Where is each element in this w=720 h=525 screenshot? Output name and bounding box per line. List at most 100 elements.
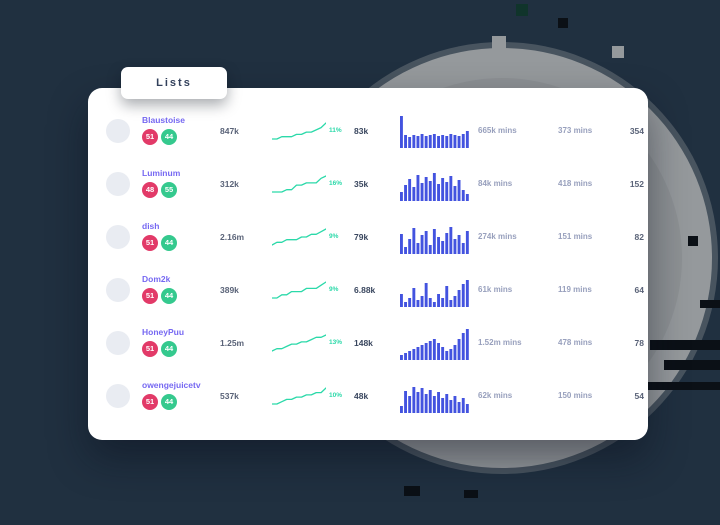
trend-percent: 9% (329, 233, 339, 240)
lists-card: Blaustoise 51 44 847k 11% 83k 665k mins … (88, 88, 648, 440)
activity-bar-chart (400, 379, 476, 413)
sessions-count: 82 (634, 231, 644, 242)
username-link[interactable]: owengejuicetv (142, 380, 201, 391)
decorative-pixel (464, 490, 478, 498)
peak-viewers: 79k (354, 231, 369, 242)
peak-viewers: 83k (354, 125, 369, 136)
watch-time-mins: 665k mins (478, 126, 517, 135)
trend-percent: 16% (329, 180, 343, 187)
score-badges: 51 44 (142, 128, 218, 145)
streamer-identity: dish 51 44 (134, 221, 218, 251)
trend-sparkline (272, 333, 326, 353)
stream-time-mins: 151 mins (558, 232, 593, 241)
table-row[interactable]: HoneyPuu 51 44 1.25m 13% 148k 1.52m mins… (106, 316, 644, 369)
watch-time-mins: 1.52m mins (478, 338, 522, 347)
avatar (106, 277, 130, 302)
trend-cell: 16% (272, 174, 352, 194)
streamer-identity: Blaustoise 51 44 (134, 115, 218, 145)
stream-time-mins: 418 mins (558, 179, 593, 188)
decorative-pixel (700, 300, 720, 308)
trend-cell: 9% (272, 280, 352, 300)
red-score-badge: 51 (142, 287, 158, 304)
red-score-badge: 51 (142, 393, 158, 410)
avatar (106, 118, 130, 143)
trend-percent: 13% (329, 339, 343, 346)
decorative-pixel (688, 236, 698, 246)
trend-sparkline (272, 174, 326, 194)
peak-viewers: 6.88k (354, 284, 376, 295)
tab-lists[interactable]: Lists (121, 67, 227, 99)
sessions-count: 354 (629, 125, 644, 136)
activity-bar-chart (400, 114, 476, 148)
activity-bar-chart (400, 167, 476, 201)
peak-viewers: 35k (354, 178, 369, 189)
sessions-count: 78 (634, 337, 644, 348)
trend-sparkline (272, 121, 326, 141)
followers-count: 312k (220, 178, 239, 189)
followers-count: 2.16m (220, 231, 245, 242)
peak-viewers: 48k (354, 390, 369, 401)
table-row[interactable]: Blaustoise 51 44 847k 11% 83k 665k mins … (106, 104, 644, 157)
trend-cell: 11% (272, 121, 352, 141)
avatar (106, 171, 130, 196)
streamer-identity: HoneyPuu 51 44 (134, 327, 218, 357)
watch-time-mins: 274k mins (478, 232, 517, 241)
red-score-badge: 51 (142, 128, 158, 145)
score-badges: 48 55 (142, 181, 218, 198)
decorative-pixel (558, 18, 568, 28)
activity-bar-chart (400, 326, 476, 360)
followers-count: 1.25m (220, 337, 245, 348)
score-badges: 51 44 (142, 393, 218, 410)
rows: Blaustoise 51 44 847k 11% 83k 665k mins … (88, 88, 648, 430)
activity-bar-chart (400, 273, 476, 307)
green-score-badge: 44 (161, 128, 177, 145)
green-score-badge: 44 (161, 287, 177, 304)
sessions-count: 64 (634, 284, 644, 295)
table-row[interactable]: owengejuicetv 51 44 537k 10% 48k 62k min… (106, 369, 644, 422)
decorative-pixel (612, 46, 624, 58)
trend-percent: 9% (329, 286, 339, 293)
green-score-badge: 55 (161, 181, 177, 198)
table-row[interactable]: dish 51 44 2.16m 9% 79k 274k mins 151 mi… (106, 210, 644, 263)
streamer-identity: Luminum 48 55 (134, 168, 218, 198)
activity-bar-chart (400, 220, 476, 254)
stream-time-mins: 478 mins (558, 338, 593, 347)
score-badges: 51 44 (142, 340, 218, 357)
green-score-badge: 44 (161, 393, 177, 410)
username-link[interactable]: Luminum (142, 168, 181, 179)
decorative-pixel (664, 360, 720, 370)
watch-time-mins: 84k mins (478, 179, 513, 188)
table-row[interactable]: Dom2k 51 44 389k 9% 6.88k 61k mins 119 m… (106, 263, 644, 316)
trend-percent: 10% (329, 392, 343, 399)
followers-count: 537k (220, 390, 239, 401)
avatar (106, 383, 130, 408)
trend-sparkline (272, 386, 326, 406)
red-score-badge: 48 (142, 181, 158, 198)
decorative-pixel (404, 486, 420, 496)
avatar (106, 330, 130, 355)
decorative-pixel (492, 36, 506, 50)
username-link[interactable]: HoneyPuu (142, 327, 185, 338)
trend-cell: 9% (272, 227, 352, 247)
username-link[interactable]: Dom2k (142, 274, 171, 285)
trend-percent: 11% (329, 127, 342, 134)
trend-sparkline (272, 227, 326, 247)
avatar (106, 224, 130, 249)
username-link[interactable]: dish (142, 221, 160, 232)
trend-sparkline (272, 280, 326, 300)
decorative-pixel (650, 340, 720, 350)
username-link[interactable]: Blaustoise (142, 115, 185, 126)
score-badges: 51 44 (142, 287, 218, 304)
decorative-pixel (642, 382, 720, 390)
sessions-count: 54 (634, 390, 644, 401)
watch-time-mins: 61k mins (478, 285, 513, 294)
decorative-pixel (516, 4, 528, 16)
table-row[interactable]: Luminum 48 55 312k 16% 35k 84k mins 418 … (106, 157, 644, 210)
followers-count: 847k (220, 125, 239, 136)
stream-time-mins: 119 mins (558, 285, 592, 294)
trend-cell: 10% (272, 386, 352, 406)
peak-viewers: 148k (354, 337, 373, 348)
trend-cell: 13% (272, 333, 352, 353)
tab-lists-label: Lists (156, 77, 192, 89)
streamer-identity: owengejuicetv 51 44 (134, 380, 218, 410)
